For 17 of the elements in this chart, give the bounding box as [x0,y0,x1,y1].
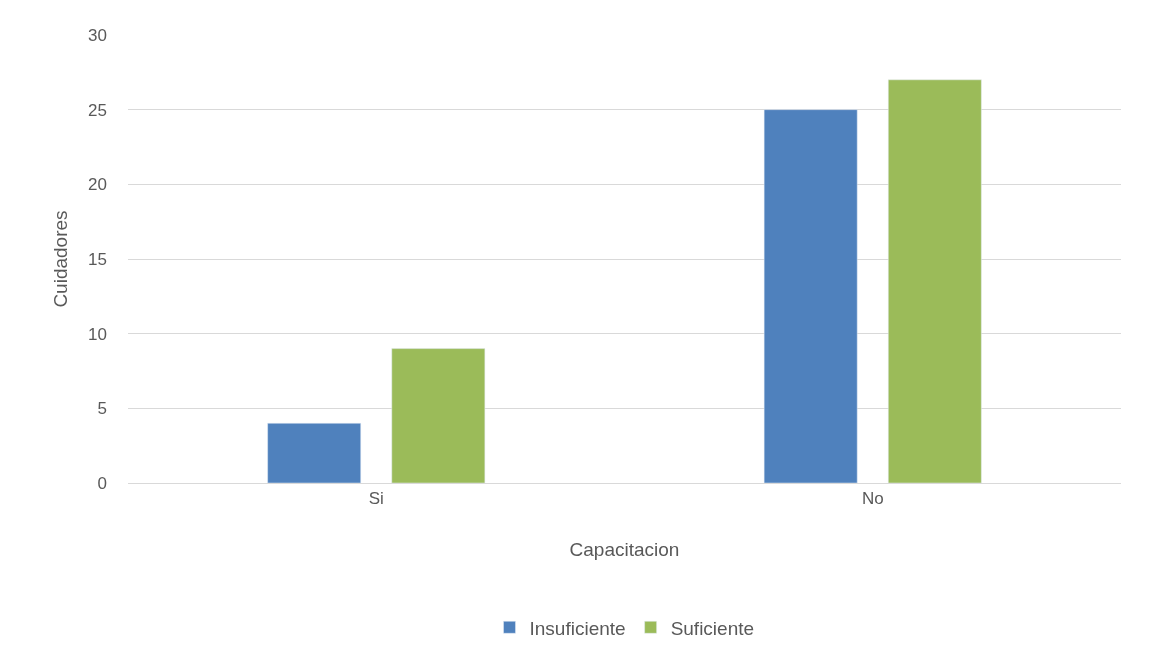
y-tick-label: 15 [88,249,107,269]
bar [888,79,982,483]
y-tick-label: 5 [97,399,107,419]
y-tick-label: 10 [88,324,107,344]
bar [267,423,361,483]
y-tick-label: 20 [88,175,107,195]
bar [391,348,486,483]
x-tick-label: Si [368,489,384,509]
bar [763,109,858,483]
legend-label: Insuficiente [529,617,626,639]
x-tick-label: No [861,489,884,509]
y-tick-label: 25 [88,100,107,120]
y-tick-label: 30 [88,25,107,45]
legend-label: Suficiente [670,617,755,639]
y-axis-title: Cuidadores [49,210,71,308]
y-tick-label: 0 [97,473,107,493]
x-axis-title: Capacitacion [569,539,680,561]
